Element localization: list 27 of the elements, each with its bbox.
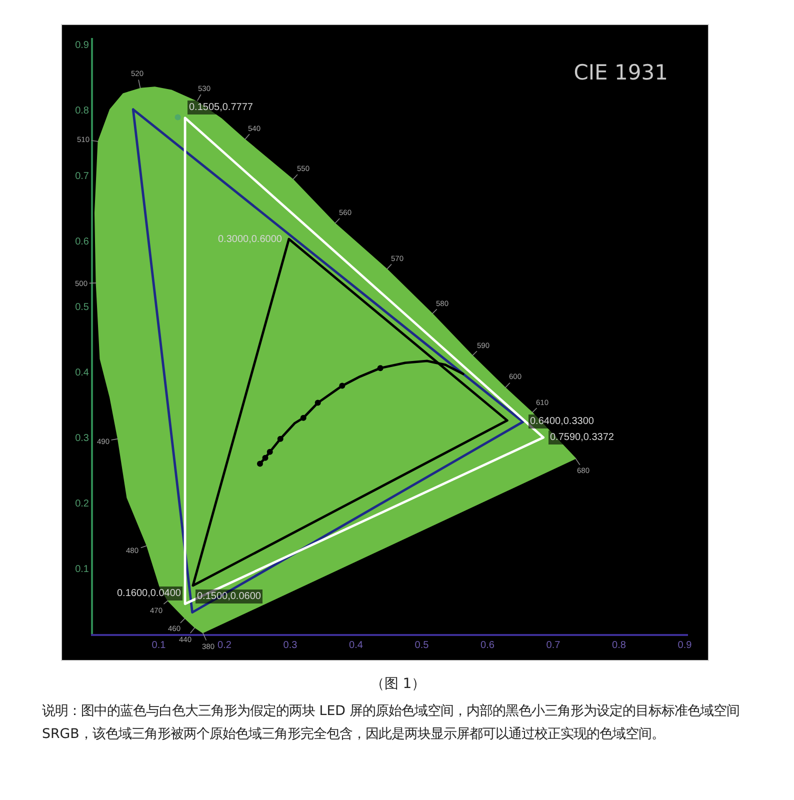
annotation: 0.1600,0.0400 (117, 588, 182, 599)
x-tick-label: 0.8 (612, 640, 626, 651)
y-tick-label: 0.5 (75, 302, 90, 314)
text: 说明：图中的蓝色与白色大三角形为假定的两块 LED 屏的原始色域空间，内部的黑色小三角形为设定的目标标准色域空间 SRGB，该色域三角形被两个原始色域三角形完全包含，因此是两块显示屏都可以通过校正实现的色域空间。 (42, 702, 741, 744)
y-tick-label: 0.7 (75, 171, 90, 182)
x-tick-label: 0.6 (480, 640, 495, 651)
y-tick-label: 0.2 (75, 498, 90, 510)
y-tick-label: 0.1 (75, 564, 90, 576)
annotation: 0.7590,0.3372 (550, 432, 614, 443)
y-tick-label: 0.4 (75, 368, 90, 379)
text: （图 1） (369, 675, 427, 694)
x-tick-label: 0.7 (546, 640, 561, 651)
x-tick-label: 0.2 (218, 640, 232, 651)
x-tick-label: 0.4 (349, 640, 364, 651)
y-tick-label: 0.9 (75, 40, 90, 52)
x-tick-label: 0.1 (152, 640, 166, 651)
x-tick-label: 0.5 (414, 640, 430, 651)
annotation: 0.1505,0.7777 (189, 102, 254, 113)
y-tick-label: 0.3 (75, 433, 90, 444)
annotation: 0.1500,0.0600 (197, 591, 262, 602)
y-tick-label: 0.6 (75, 236, 90, 248)
annotation: 0.3000,0.6000 (218, 234, 282, 245)
y-tick-label: 0.8 (75, 106, 90, 117)
annotation: 0.6400,0.3300 (530, 416, 594, 427)
x-tick-label: 0.3 (283, 640, 298, 651)
text: CIE 1931 (574, 60, 668, 84)
x-tick-label: 0.9 (678, 640, 692, 651)
